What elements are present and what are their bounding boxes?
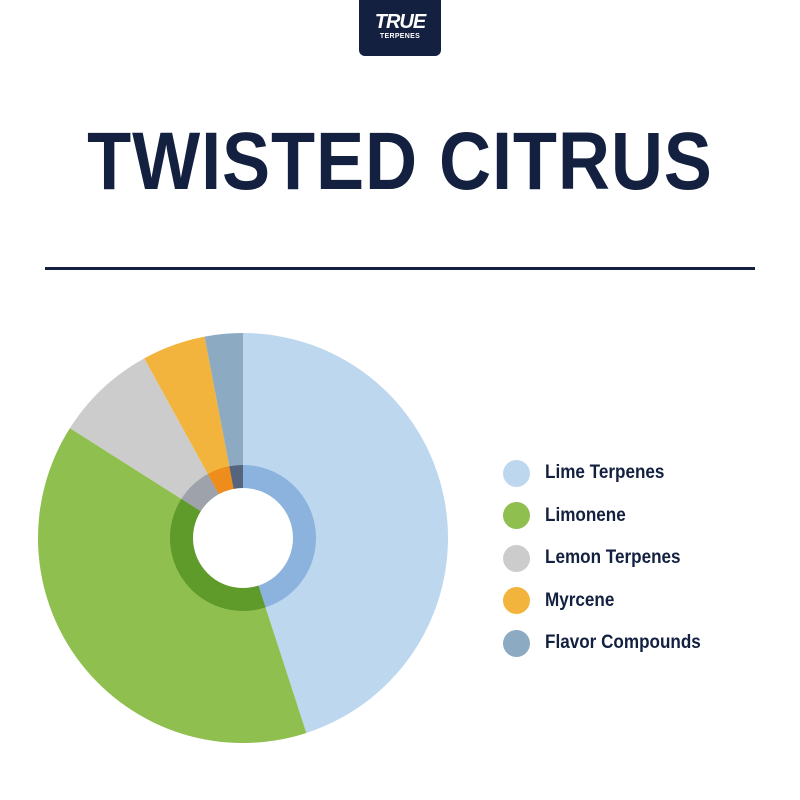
- legend-item: Flavor Compounds: [503, 622, 718, 665]
- pie-slice: [38, 428, 307, 743]
- legend-item: Limonene: [503, 495, 718, 538]
- divider: [45, 267, 755, 270]
- brand-logo: TRUE TERPENES: [359, 0, 441, 56]
- legend-item: Lime Terpenes: [503, 452, 718, 495]
- logo-line1: TRUE: [374, 11, 426, 33]
- legend-swatch: [503, 502, 530, 530]
- legend: Lime Terpenes Limonene Lemon Terpenes Myrce…: [503, 452, 718, 665]
- legend-label: Lemon Terpenes: [545, 547, 681, 569]
- legend-label: Flavor Compounds: [545, 632, 701, 654]
- legend-swatch: [503, 544, 530, 572]
- legend-item: Lemon Terpenes: [503, 537, 718, 580]
- legend-label: Limonene: [545, 504, 626, 526]
- legend-swatch: [503, 587, 530, 615]
- legend-swatch: [503, 629, 530, 657]
- logo-line2: TERPENES: [379, 33, 421, 40]
- legend-item: Myrcene: [503, 580, 718, 623]
- legend-label: Myrcene: [545, 589, 615, 611]
- legend-swatch: [503, 459, 530, 487]
- chart-title: TWISTED CITRUS: [87, 116, 713, 207]
- pie-slice: [243, 333, 449, 733]
- donut-hole: [193, 488, 293, 588]
- legend-label: Lime Terpenes: [545, 462, 665, 484]
